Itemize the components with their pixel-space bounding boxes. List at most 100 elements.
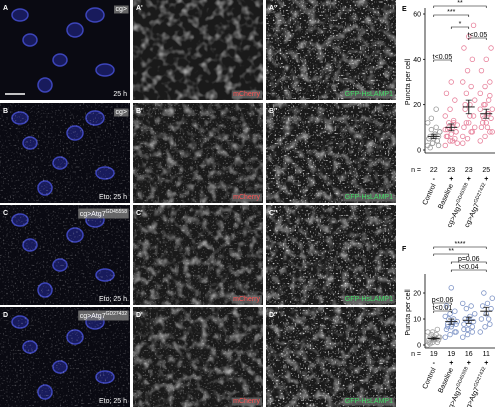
treatment-sign: - (433, 360, 436, 367)
data-point (437, 129, 443, 135)
category-label-base: Baseline (437, 183, 455, 210)
data-point (434, 138, 441, 144)
data-point (453, 129, 459, 135)
data-point (482, 101, 488, 108)
panel-letter: E (402, 6, 407, 13)
data-point (489, 106, 495, 112)
data-point (472, 97, 478, 103)
category-label-base: cg>Atg7 (446, 386, 463, 407)
treatment-sign: + (484, 360, 488, 367)
y-axis-label: Puncta per cell (405, 289, 412, 336)
data-point (461, 124, 467, 131)
data-point (472, 124, 478, 131)
data-point (469, 56, 476, 63)
genotype-label: cg> (116, 109, 127, 116)
data-point (464, 135, 471, 142)
data-point (478, 316, 485, 322)
data-point (469, 329, 476, 335)
data-point (448, 79, 454, 85)
data-point (484, 124, 491, 131)
significance-label: t<0.05 (468, 32, 488, 39)
puncta (266, 103, 396, 203)
data-point (433, 106, 439, 112)
image-panel: D' mCherry (133, 307, 263, 407)
category-label: Baseline (437, 183, 455, 210)
significance-bracket (433, 5, 487, 8)
genotype-label-base: cg>Atg7 (80, 211, 106, 218)
sample-size: 16 (465, 351, 473, 358)
channel-box (343, 90, 395, 99)
y-tick-label: 20 (413, 102, 421, 109)
channel-box (231, 193, 262, 202)
data-point (483, 56, 489, 63)
data-point (462, 106, 468, 112)
data-point (429, 140, 436, 146)
data-point (460, 334, 466, 340)
y-tick-label: 40 (413, 57, 421, 64)
green-signal (0, 307, 130, 407)
category-label-sup: GD45558 (455, 366, 470, 388)
genotype-label: cg> (116, 6, 127, 13)
data-point (462, 101, 468, 108)
category-label: Control (422, 182, 438, 206)
treatment-sign: + (484, 176, 488, 183)
condition-label: Eto; 25 h (99, 398, 127, 405)
panel-label: C' (136, 210, 143, 217)
significance-bracket (468, 37, 487, 40)
significance-label: *** (447, 9, 455, 16)
data-point (453, 329, 459, 335)
data-point (446, 120, 452, 126)
data-point (478, 124, 485, 131)
data-point (429, 329, 436, 335)
data-point (464, 331, 471, 338)
category-label-base: Control (422, 366, 438, 390)
data-point (479, 303, 486, 309)
data-point (452, 308, 458, 314)
channel-label: GFP-HsLAMP1 (345, 398, 393, 405)
data-point (481, 290, 487, 296)
data-point (463, 120, 470, 126)
data-point (484, 300, 491, 307)
y-tick-label: 20 (413, 291, 421, 298)
sample-size: 11 (483, 351, 490, 358)
significance-bracket (433, 310, 452, 313)
data-point (482, 324, 488, 330)
data-point (435, 142, 442, 149)
data-point (425, 329, 431, 335)
category-label: Baseline (437, 367, 455, 394)
data-point (464, 67, 471, 74)
category-label-base: Control (422, 182, 438, 206)
data-point (447, 138, 453, 144)
data-point (443, 90, 450, 97)
data-point (487, 129, 493, 135)
data-point (468, 303, 474, 309)
green-signal (0, 103, 130, 203)
nucleus (95, 63, 115, 77)
significance-bracket (433, 253, 470, 256)
genotype-label-base: cg> (116, 6, 127, 13)
sample-size: 25 (482, 167, 490, 174)
data-point (470, 22, 477, 29)
panel-label: C″ (269, 210, 278, 217)
n-label: n = (411, 167, 421, 174)
condition-label: Eto; 25 h (99, 296, 127, 303)
panel-label: D (3, 312, 8, 319)
panel-letter: F (402, 246, 407, 253)
category-label-sup: GD45558 (455, 182, 470, 204)
data-point (489, 295, 495, 301)
data-point (428, 115, 435, 121)
image-panel: B' mCherry (133, 103, 263, 203)
genotype-label-sup: GD27432 (106, 311, 128, 317)
data-point (469, 324, 476, 330)
data-point (477, 90, 483, 97)
channel-box (231, 295, 262, 304)
nucleus (52, 53, 68, 67)
channel-label: GFP-HsLAMP1 (345, 296, 393, 303)
significance-bracket (450, 26, 470, 29)
data-point (428, 126, 435, 133)
data-point (461, 321, 467, 327)
data-point (487, 79, 493, 85)
significance-label: **** (455, 241, 466, 248)
